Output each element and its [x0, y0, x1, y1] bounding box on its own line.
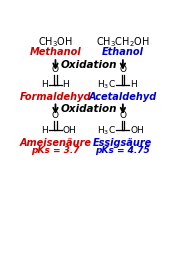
Text: H: H: [42, 126, 48, 135]
Text: CH$_3$OH: CH$_3$OH: [38, 35, 73, 49]
Text: Oxidation: Oxidation: [61, 60, 117, 70]
Text: pKs = 4.75: pKs = 4.75: [96, 146, 150, 155]
Text: H: H: [130, 80, 137, 89]
Text: O: O: [52, 65, 59, 74]
Text: O: O: [119, 65, 126, 74]
Text: pKs = 3.7: pKs = 3.7: [31, 146, 80, 155]
Text: Essigsäure: Essigsäure: [93, 138, 153, 148]
Text: Formaldehyd: Formaldehyd: [20, 92, 91, 101]
Text: H: H: [63, 80, 69, 89]
Text: OH: OH: [63, 126, 76, 135]
Text: OH: OH: [130, 126, 144, 135]
Text: Ethanol: Ethanol: [102, 47, 144, 57]
Text: Methanol: Methanol: [30, 47, 81, 57]
Text: O: O: [119, 111, 126, 120]
Text: Ameisenäure: Ameisenäure: [19, 138, 92, 148]
Text: O: O: [52, 111, 59, 120]
Text: CH$_3$CH$_2$OH: CH$_3$CH$_2$OH: [96, 35, 150, 49]
Text: H$_3$C: H$_3$C: [97, 124, 116, 136]
Text: H$_3$C: H$_3$C: [97, 78, 116, 91]
Text: Acetaldehyd: Acetaldehyd: [89, 92, 157, 101]
Text: Oxidation: Oxidation: [61, 104, 117, 115]
Text: H: H: [42, 80, 48, 89]
